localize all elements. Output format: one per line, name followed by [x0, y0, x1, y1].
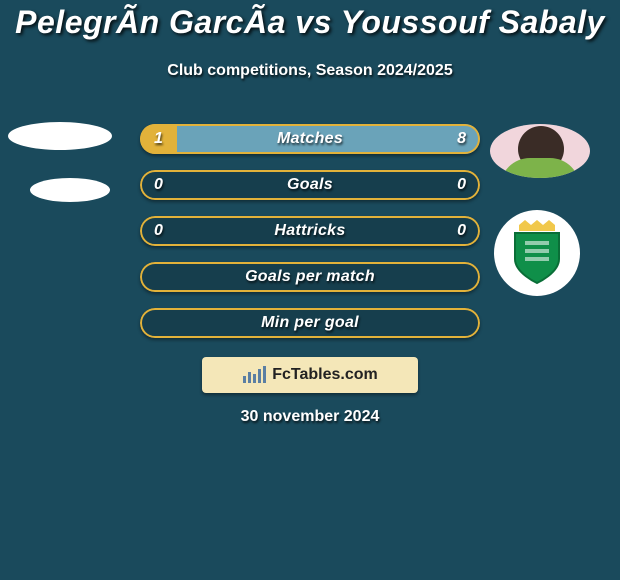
stats-bars: Matches18Goals00Hattricks00Goals per mat…: [140, 124, 480, 354]
stat-value-left: 0: [154, 216, 163, 246]
left-player-placeholder-1: [8, 122, 112, 150]
stat-label: Min per goal: [140, 308, 480, 338]
comparison-infographic: PelegrÃ­n GarcÃ­a vs Youssouf Sabaly Clu…: [0, 0, 620, 580]
stat-value-right: 8: [457, 124, 466, 154]
stat-row: Goals per match: [140, 262, 480, 292]
stat-label: Hattricks: [140, 216, 480, 246]
stat-row: Goals0 0: [140, 170, 480, 200]
shield-icon: [509, 219, 565, 287]
player-shirt-icon: [500, 158, 580, 178]
brand-label: FcTables.com: [272, 366, 378, 384]
stat-row: Matches1 8: [140, 124, 480, 154]
page-title: PelegrÃ­n GarcÃ­a vs Youssouf Sabaly: [0, 4, 620, 41]
stat-label: Goals: [140, 170, 480, 200]
stat-label: Goals per match: [140, 262, 480, 292]
stat-value-left: 1: [154, 124, 163, 154]
right-player-photo: [490, 124, 590, 178]
stat-label: Matches: [140, 124, 480, 154]
stat-row: Hattricks0 0: [140, 216, 480, 246]
left-player-placeholder-2: [30, 178, 110, 202]
stat-value-right: 0: [457, 216, 466, 246]
stat-value-left: 0: [154, 170, 163, 200]
stat-value-right: 0: [457, 170, 466, 200]
right-club-badge: [494, 210, 580, 296]
stat-row: Min per goal: [140, 308, 480, 338]
date-footer: 30 november 2024: [0, 408, 620, 426]
page-subtitle: Club competitions, Season 2024/2025: [0, 62, 620, 80]
bar-chart-icon: [242, 366, 266, 384]
brand-box: FcTables.com: [202, 357, 418, 393]
